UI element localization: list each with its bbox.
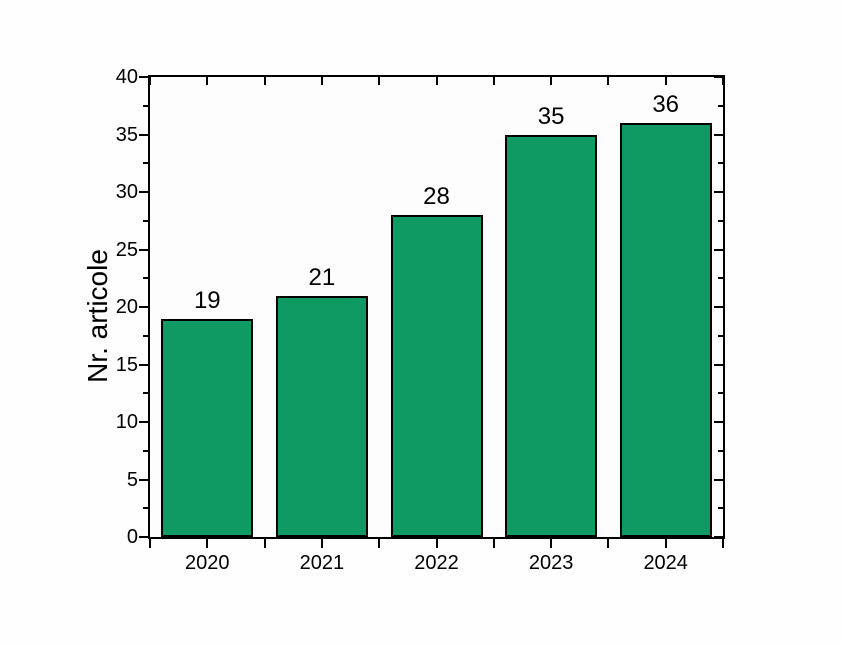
bar-2020 [161, 318, 254, 537]
y-minor-tick-right [718, 449, 723, 452]
y-major-tick-right [714, 306, 723, 308]
y-minor-tick-right [718, 334, 723, 337]
x-tick-top [550, 77, 553, 85]
y-major-tick-left [139, 363, 148, 366]
bar-2022 [390, 215, 483, 537]
y-tick-label: 5 [126, 468, 138, 491]
x-tick-label: 2021 [299, 552, 345, 574]
x-tick-top [492, 77, 495, 85]
y-tick-label: 40 [115, 66, 138, 88]
x-tick-bottom [435, 539, 438, 548]
bar-2024 [619, 123, 712, 537]
y-minor-tick-right [718, 104, 723, 107]
x-tick-bottom [206, 539, 209, 548]
bar-value-label: 28 [423, 183, 450, 210]
x-tick-bottom [149, 539, 151, 548]
x-tick-top [149, 77, 151, 85]
x-tick-label: 2024 [643, 552, 688, 574]
x-tick-label: 2023 [528, 552, 574, 574]
y-major-tick-left [139, 76, 148, 78]
y-major-tick-right [714, 363, 723, 366]
y-major-tick-left [139, 306, 148, 308]
y-major-tick-left [139, 248, 148, 251]
bar-2021 [275, 295, 368, 537]
bar-value-label: 19 [193, 286, 221, 314]
bar-value-label: 35 [537, 102, 565, 130]
y-tick-label: 35 [115, 123, 138, 146]
y-minor-tick-right [718, 162, 723, 165]
y-tick-label: 30 [115, 181, 138, 203]
x-tick-top [378, 77, 381, 85]
y-major-tick-right [714, 76, 723, 78]
x-tick-label: 2022 [414, 552, 459, 574]
y-tick-label: 10 [115, 411, 138, 433]
x-tick-bottom [607, 539, 610, 548]
y-tick-label: 0 [126, 526, 138, 548]
y-minor-tick-left [143, 219, 148, 222]
x-tick-bottom [492, 539, 495, 548]
bar-2023 [505, 134, 598, 537]
x-tick-top [320, 77, 323, 85]
y-tick-label: 25 [115, 238, 138, 261]
x-tick-top [435, 77, 438, 85]
x-tick-bottom [664, 539, 667, 548]
y-major-tick-left [139, 133, 148, 136]
y-minor-tick-left [143, 392, 148, 395]
y-major-tick-left [139, 191, 148, 193]
x-tick-top [722, 77, 724, 85]
y-major-tick-right [714, 536, 723, 538]
x-tick-top [664, 77, 667, 85]
x-tick-top [263, 77, 266, 85]
bar-value-label: 21 [308, 263, 336, 291]
x-tick-bottom [722, 539, 724, 548]
y-major-tick-right [714, 191, 723, 193]
x-tick-top [206, 77, 209, 85]
y-tick-label: 20 [115, 296, 138, 318]
y-major-tick-right [714, 133, 723, 136]
y-minor-tick-right [718, 219, 723, 222]
bar-value-label: 36 [652, 91, 680, 118]
y-major-tick-left [139, 421, 148, 423]
y-minor-tick-left [143, 507, 148, 510]
y-major-tick-right [714, 248, 723, 251]
y-tick-label: 15 [115, 353, 138, 376]
x-tick-bottom [550, 539, 553, 548]
x-tick-bottom [320, 539, 323, 548]
y-minor-tick-left [143, 104, 148, 107]
y-minor-tick-left [143, 334, 148, 337]
x-tick-bottom [378, 539, 381, 548]
x-tick-top [607, 77, 610, 85]
x-tick-label: 2020 [185, 552, 230, 574]
y-minor-tick-left [143, 277, 148, 280]
y-minor-tick-right [718, 277, 723, 280]
y-minor-tick-right [718, 392, 723, 395]
y-major-tick-right [714, 478, 723, 481]
x-tick-bottom [263, 539, 266, 548]
y-minor-tick-left [143, 449, 148, 452]
y-major-tick-right [714, 421, 723, 423]
y-major-tick-left [139, 478, 148, 481]
y-minor-tick-right [718, 507, 723, 510]
y-minor-tick-left [143, 162, 148, 165]
plot-area: 19 21 28 35 36 [148, 75, 725, 539]
y-major-tick-left [139, 536, 148, 538]
